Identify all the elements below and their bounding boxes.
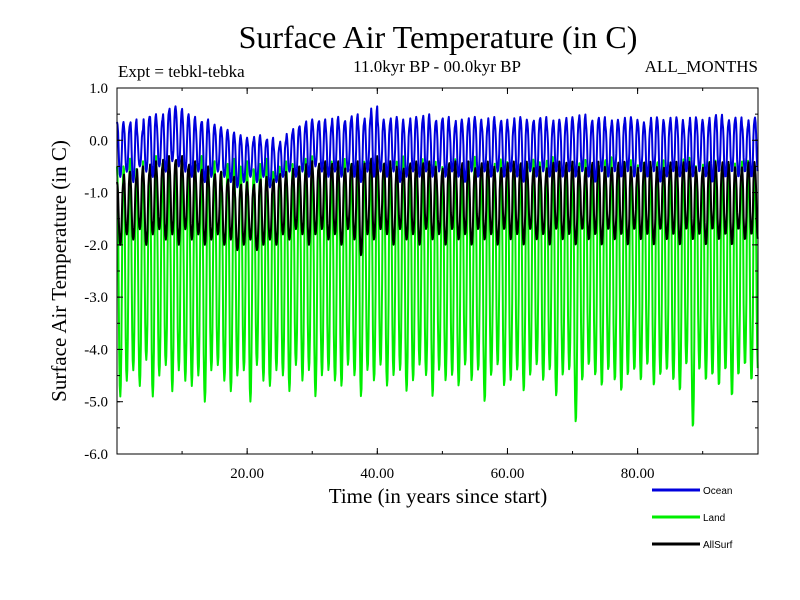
legend: Ocean Land AllSurf xyxy=(652,486,733,551)
y-tick-label: -6.0 xyxy=(84,447,108,463)
y-tick-label: -1.0 xyxy=(84,186,108,202)
series-line-ocean xyxy=(116,105,759,189)
x-tick-label: 60.00 xyxy=(491,466,525,482)
y-tick-label: 0.0 xyxy=(89,133,108,149)
chart-title: Surface Air Temperature (in C) xyxy=(239,19,638,55)
y-tick-label: -2.0 xyxy=(84,238,108,254)
legend-label-ocean: Ocean xyxy=(703,486,732,497)
y-tick-label: -3.0 xyxy=(84,290,108,306)
axis-layer: 1.0 0.0 -1.0 -2.0 -3.0 -4.0 -5.0 -6.0 20.00 40.00… xyxy=(84,81,758,482)
series-layer xyxy=(116,105,759,427)
legend-label-land: Land xyxy=(703,513,725,524)
x-tick-label: 40.00 xyxy=(360,466,394,482)
x-axis-label: Time (in years since start) xyxy=(329,484,548,508)
legend-label-allsurf: AllSurf xyxy=(703,540,733,551)
x-tick-label: 20.00 xyxy=(230,466,264,482)
y-tick-label: -4.0 xyxy=(84,342,108,358)
months-label: ALL_MONTHS xyxy=(645,57,758,76)
x-tick-label: 80.00 xyxy=(621,466,655,482)
experiment-label: Expt = tebkl-tebka xyxy=(118,62,245,81)
y-tick-label: -5.0 xyxy=(84,395,108,411)
series-line-allsurf xyxy=(116,155,759,257)
chart-subtitle: 11.0kyr BP - 00.0kyr BP xyxy=(353,57,521,76)
y-axis-label: Surface Air Temperature (in C) xyxy=(47,140,71,402)
y-tick-label: 1.0 xyxy=(89,81,108,97)
